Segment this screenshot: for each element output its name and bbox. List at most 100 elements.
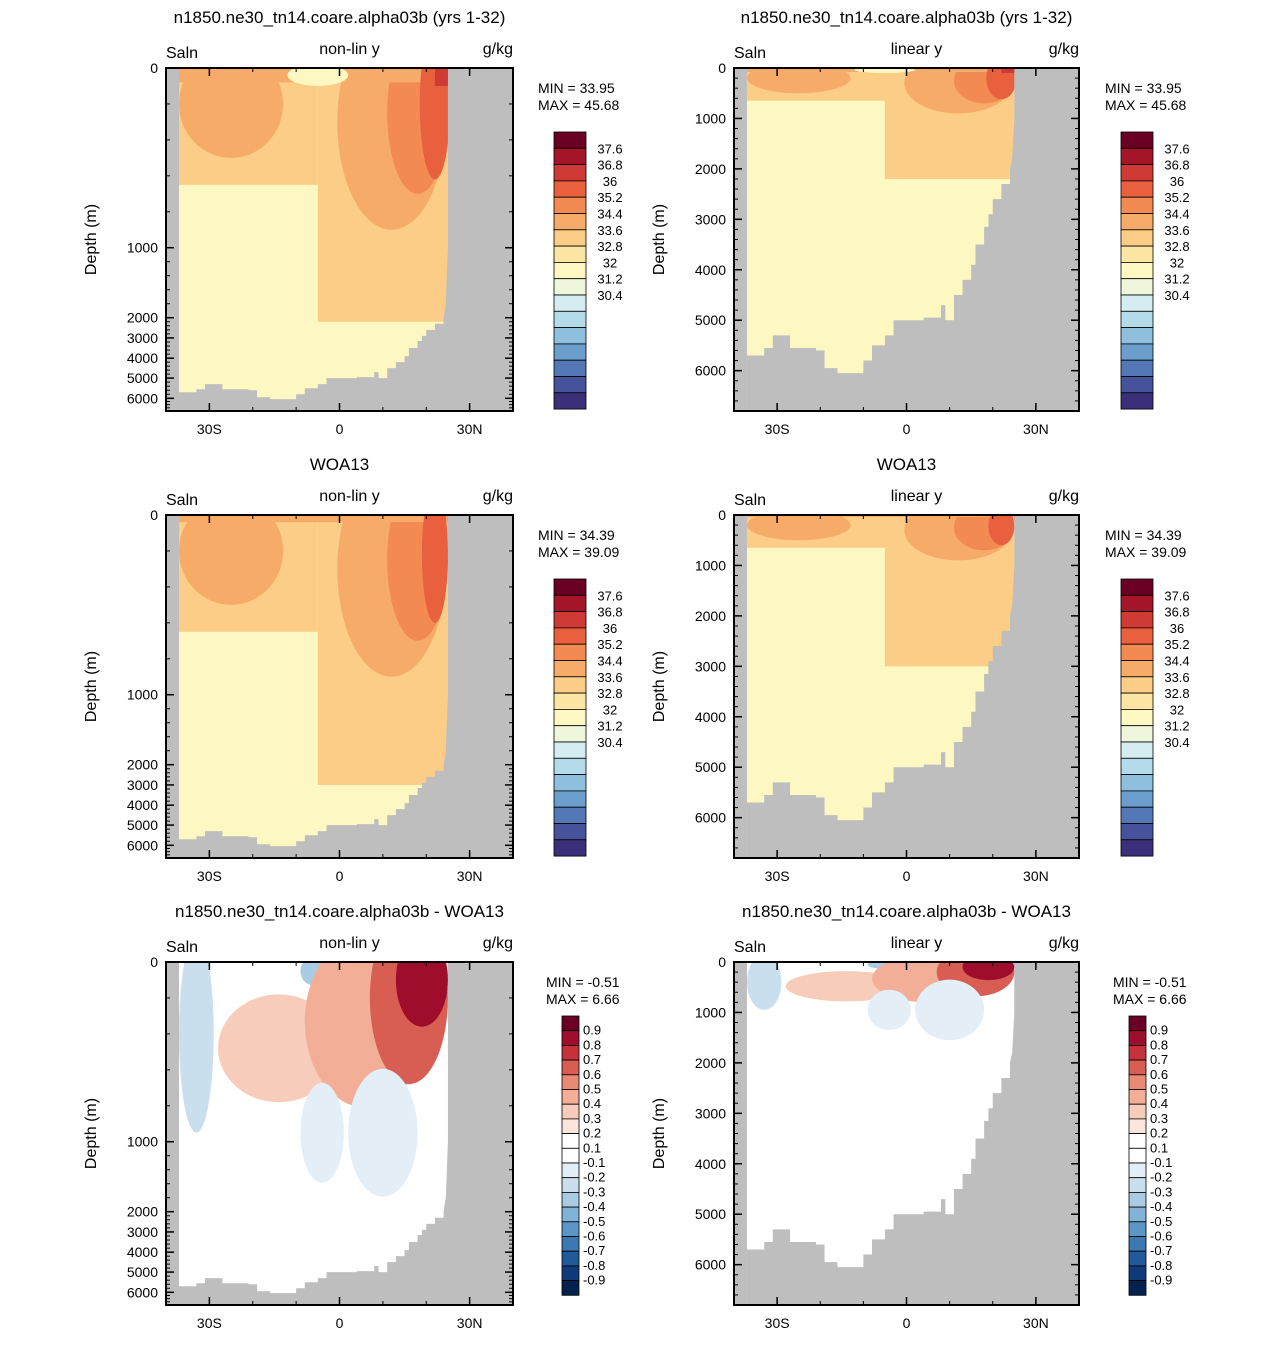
colorbar-label: 35.2: [597, 637, 622, 652]
y-tick-label: 4000: [127, 797, 158, 813]
colorbar-box: [561, 1177, 580, 1193]
colorbar-box: [553, 376, 587, 394]
field-region: [434, 68, 448, 86]
colorbar-label: 37.6: [1164, 141, 1189, 156]
field-region: [746, 962, 782, 1010]
colorbar-box: [1120, 245, 1154, 263]
colorbar-box: [1120, 806, 1154, 824]
colorbar-box: [1120, 611, 1154, 629]
colorbar-box: [561, 1015, 580, 1032]
x-tick-label: 30S: [197, 421, 222, 437]
colorbar-box: [553, 725, 587, 743]
colorbar-box: [561, 1147, 580, 1164]
x-tick-label: 30N: [457, 1315, 483, 1331]
yscale-label: non-lin y: [319, 41, 379, 58]
colorbar-label: 30.4: [597, 735, 622, 750]
max-label: MAX = 45.68: [538, 97, 620, 113]
field-region: [179, 962, 214, 1133]
y-tick-label: 1000: [695, 110, 726, 126]
chart-panel-1: 30S 0 30N 0 1000 2000 3000 4000 5000 6000 Depth (m…: [83, 8, 623, 437]
colorbar-box: [1120, 709, 1154, 727]
land-south: [166, 68, 180, 411]
x-tick-label: 0: [336, 868, 344, 884]
colorbar-label: 33.6: [1164, 223, 1189, 238]
colorbar-box: [1120, 823, 1154, 841]
bathymetry-land: [746, 515, 1079, 858]
colorbar-box: [561, 1236, 580, 1252]
colorbar-box: [1128, 1059, 1147, 1076]
colorbar-label: -0.7: [1150, 1243, 1172, 1258]
colorbar-box: [553, 359, 587, 377]
colorbar-label: 33.6: [597, 670, 622, 685]
field-region: [915, 979, 985, 1041]
colorbar-box: [1128, 1030, 1147, 1046]
colorbar-label: 30.4: [1164, 735, 1189, 750]
y-axis-label: Depth (m): [651, 1098, 668, 1169]
colorbar-box: [561, 1074, 580, 1090]
colorbar-label: 0.1: [1150, 1140, 1168, 1155]
colorbar-label: 0.3: [1150, 1111, 1168, 1126]
colorbar-label: 32: [603, 255, 617, 270]
colorbar-box: [553, 180, 587, 198]
colorbar-label: -0.5: [1150, 1214, 1172, 1229]
field-region: [962, 962, 1015, 981]
yscale-label: linear y: [891, 935, 943, 952]
bathymetry-land: [746, 68, 1079, 411]
y-tick-label: 4000: [695, 709, 726, 725]
colorbar-label: 30.4: [597, 288, 622, 303]
colorbar-box: [1120, 741, 1154, 759]
variable-label: Saln: [166, 939, 198, 956]
y-tick-label: 6000: [695, 1257, 726, 1273]
y-tick-label: 5000: [127, 817, 158, 833]
colorbar-label: -0.6: [583, 1229, 605, 1244]
colorbar-label: 0.6: [1150, 1067, 1168, 1082]
max-label: MAX = 45.68: [1105, 97, 1187, 113]
colorbar-box: [1120, 660, 1154, 678]
colorbar-label: 36.8: [1164, 158, 1189, 173]
panel-title: n1850.ne30_tn14.coare.alpha03b (yrs 1-32…: [741, 8, 1073, 27]
y-tick-label: 1000: [695, 557, 726, 573]
colorbar-label: -0.6: [1150, 1229, 1172, 1244]
y-tick-label: 4000: [127, 350, 158, 366]
field-region: [287, 68, 349, 86]
colorbar-label: 34.4: [597, 207, 622, 222]
colorbar-label: 36: [603, 621, 617, 636]
colorbar-label: 37.6: [597, 141, 622, 156]
colorbar-box: [553, 245, 587, 263]
colorbar-box: [553, 147, 587, 166]
panel-title: n1850.ne30_tn14.coare.alpha03b (yrs 1-32…: [174, 8, 506, 27]
colorbar-box: [1128, 1162, 1147, 1179]
colorbar-box: [561, 1162, 580, 1179]
panel-title: WOA13: [877, 455, 937, 474]
colorbar-label: 36: [1170, 174, 1184, 189]
colorbar-box: [561, 1133, 580, 1149]
units-label: g/kg: [1049, 41, 1079, 58]
colorbar-label: 34.4: [597, 654, 622, 669]
units-label: g/kg: [483, 41, 513, 58]
colorbar-box: [553, 392, 587, 410]
colorbar-box: [561, 1192, 580, 1208]
colorbar-label: 0.4: [583, 1096, 601, 1111]
chart-panel-5: 30S 0 30N 0 1000 2000 3000 4000 5000 6000 Depth (m…: [83, 902, 620, 1331]
x-tick-label: 30N: [1023, 1315, 1049, 1331]
colorbar-box: [1120, 294, 1154, 312]
colorbar-box: [1120, 359, 1154, 377]
colorbar-box: [561, 1265, 580, 1282]
field-region: [179, 68, 284, 158]
colorbar-box: [1120, 164, 1154, 182]
colorbar-label: 0.5: [1150, 1082, 1168, 1097]
colorbar-box: [553, 660, 587, 678]
salinity-field: [734, 962, 1079, 1305]
colorbar-box: [1120, 774, 1154, 792]
colorbar-label: 0.8: [1150, 1037, 1168, 1052]
yscale-label: non-lin y: [319, 935, 379, 952]
colorbar-box: [553, 774, 587, 792]
field-region: [300, 1082, 344, 1183]
x-tick-label: 30N: [1023, 421, 1049, 437]
colorbar-box: [561, 1206, 580, 1223]
colorbar-box: [561, 1250, 580, 1267]
y-tick-label: 4000: [695, 262, 726, 278]
y-axis-label: Depth (m): [651, 651, 668, 722]
land-south: [734, 515, 747, 858]
colorbar-box: [1120, 327, 1154, 345]
